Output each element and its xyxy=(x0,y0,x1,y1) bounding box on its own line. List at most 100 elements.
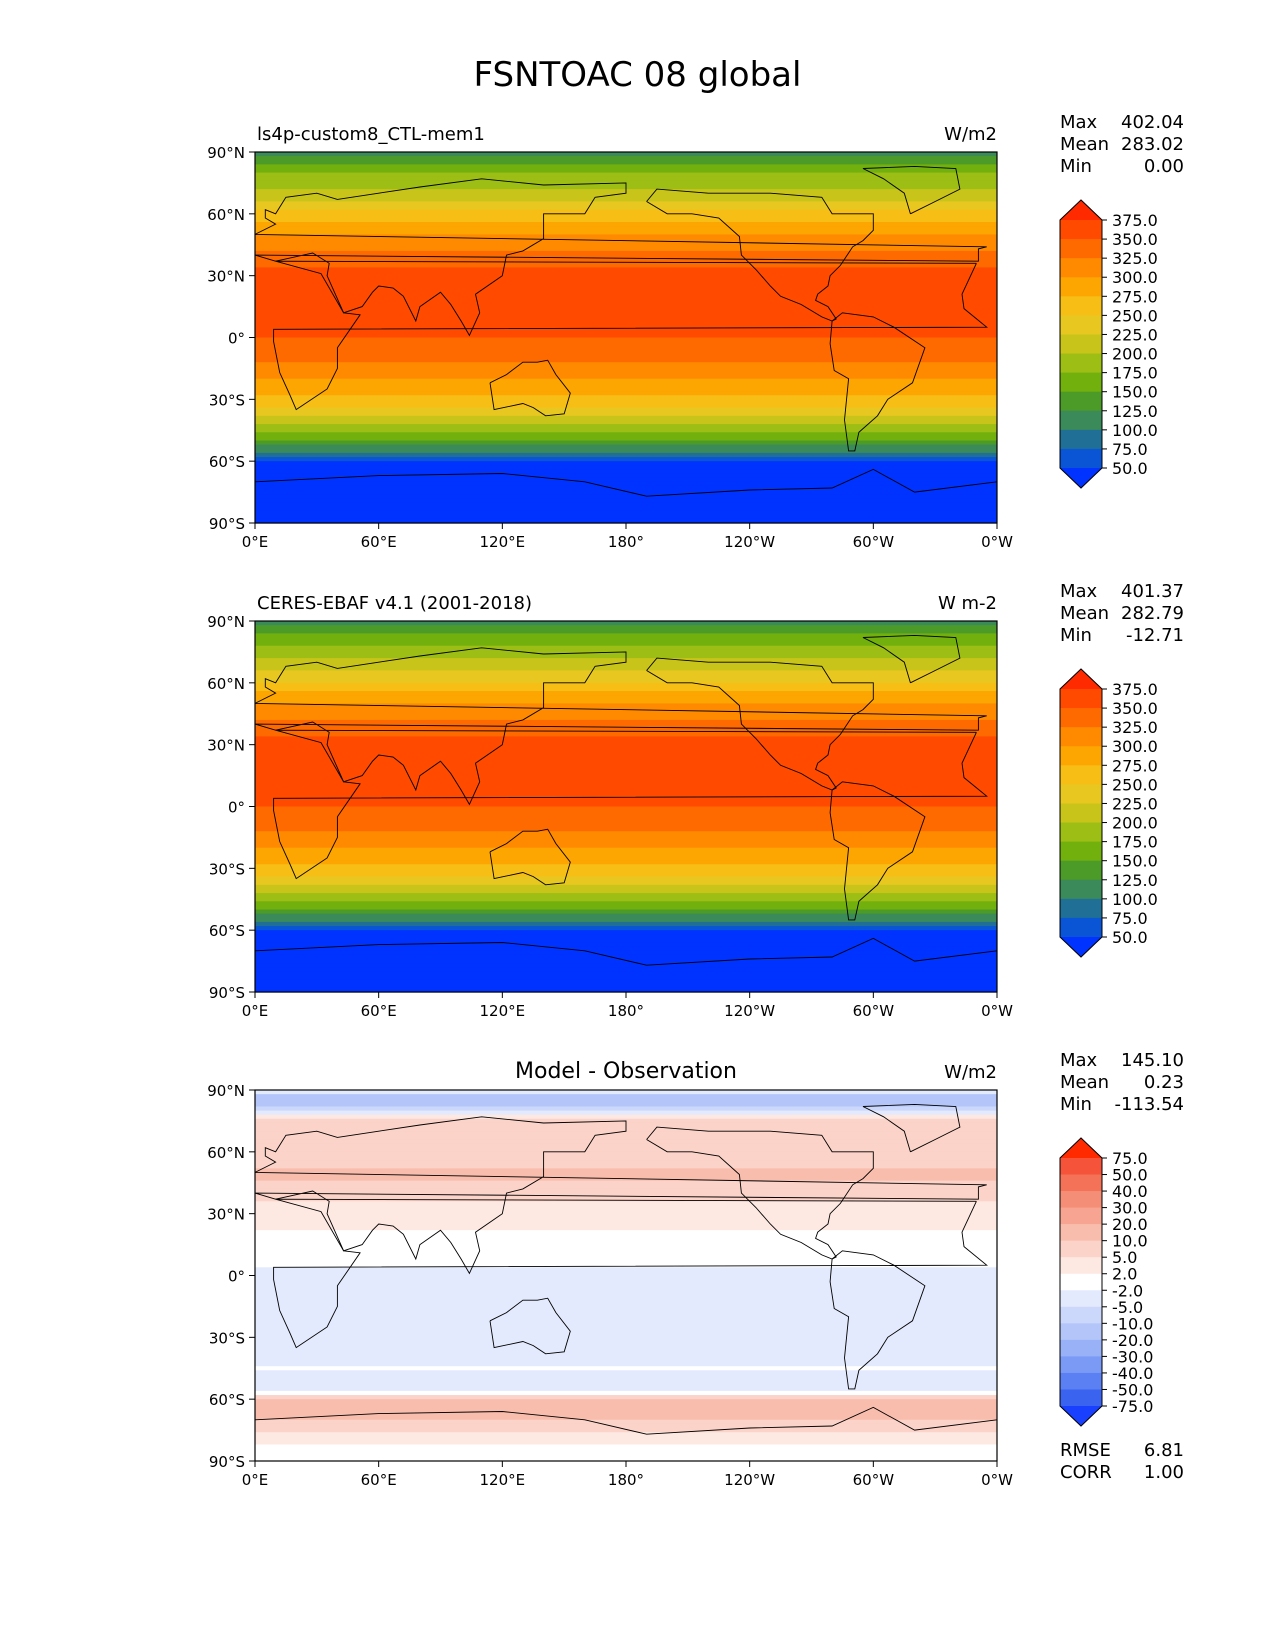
lat-tick-label: 30°S xyxy=(209,860,245,878)
field-band xyxy=(255,752,997,758)
field-band xyxy=(255,259,997,264)
field-band xyxy=(255,345,997,351)
field-band xyxy=(255,987,997,993)
stat-label-rmse: RMSE xyxy=(1060,1440,1111,1461)
colorbar-extend-min xyxy=(1060,937,1102,957)
coastline xyxy=(254,468,998,497)
field-band xyxy=(255,1283,997,1289)
field-band xyxy=(255,279,997,285)
field-band xyxy=(255,678,997,684)
field-band xyxy=(255,304,997,310)
lat-tick-label: 0° xyxy=(228,330,245,348)
field-band xyxy=(255,942,997,948)
colorbar-swatch xyxy=(1060,410,1102,431)
field-band xyxy=(255,1399,997,1404)
field-band xyxy=(255,308,997,314)
field-band xyxy=(255,494,997,499)
field-band xyxy=(255,1436,997,1441)
colorbar-tick-label: 100.0 xyxy=(1112,890,1158,909)
field-band xyxy=(255,695,997,700)
field-band xyxy=(255,1230,997,1235)
colorbar-swatch xyxy=(1060,765,1102,785)
field-band xyxy=(255,518,997,524)
coastline xyxy=(829,312,926,452)
field-band xyxy=(255,1246,997,1252)
field-band xyxy=(255,748,997,754)
field-band xyxy=(255,1444,997,1450)
field-band xyxy=(255,329,997,334)
colorbar-swatch xyxy=(1060,1207,1102,1225)
field-band xyxy=(255,827,997,832)
field-band xyxy=(255,888,997,894)
field-band xyxy=(255,452,997,458)
field-band xyxy=(255,1131,997,1136)
field-band xyxy=(255,1271,997,1277)
field-band xyxy=(255,1147,997,1153)
colorbar-tick-label: 5.0 xyxy=(1112,1248,1137,1267)
field-band xyxy=(255,1304,997,1310)
colorbar-swatch xyxy=(1060,841,1102,862)
stat-value-min: 0.00 xyxy=(1144,156,1184,177)
colorbar-tick-label: 300.0 xyxy=(1112,268,1158,287)
field-band xyxy=(255,814,997,820)
lat-tick-label: 90°S xyxy=(209,984,245,1002)
field-band xyxy=(255,909,997,915)
colorbar-swatch xyxy=(1060,689,1102,709)
colorbar-tick-label: 100.0 xyxy=(1112,421,1158,440)
field-band xyxy=(255,461,997,466)
field-band xyxy=(255,1324,997,1330)
colorbar-tick-label: 350.0 xyxy=(1112,230,1158,249)
field-band xyxy=(255,1180,997,1186)
field-band xyxy=(255,1094,997,1099)
field-band xyxy=(255,662,997,667)
field-band xyxy=(255,407,997,413)
stat-label-max: Max xyxy=(1060,112,1098,133)
field-band xyxy=(255,781,997,787)
colorbar-tick-label: 150.0 xyxy=(1112,852,1158,871)
field-band xyxy=(255,884,997,890)
colorbar-swatch xyxy=(1060,391,1102,412)
field-band xyxy=(255,1193,997,1198)
field-band xyxy=(255,292,997,297)
field-band xyxy=(255,711,997,717)
field-band xyxy=(255,1217,997,1223)
panel-difference: 90°N 60°N 30°N 0° 30°S 60°S 90°S0°E 60°E 120°E 18… xyxy=(207,1050,1184,1489)
panel-units: W m-2 xyxy=(938,593,997,614)
lat-tick-label: 60°N xyxy=(207,1144,245,1162)
field-band xyxy=(255,1151,997,1157)
coastlines-difference xyxy=(254,1103,998,1435)
field-band xyxy=(255,983,997,989)
field-band xyxy=(255,1184,997,1190)
coastline xyxy=(646,657,874,791)
lon-tick-label: 0°E xyxy=(242,1002,269,1020)
field-band xyxy=(255,1234,997,1239)
field-band xyxy=(255,1160,997,1165)
field-band xyxy=(255,1164,997,1169)
field-band xyxy=(255,1403,997,1409)
field-band xyxy=(255,1395,997,1400)
coastline xyxy=(862,165,961,215)
field-band xyxy=(255,428,997,433)
field-band xyxy=(255,1254,997,1260)
field-band xyxy=(255,818,997,824)
field-band xyxy=(255,1197,997,1202)
field-band xyxy=(255,921,997,927)
field-band xyxy=(255,230,997,236)
coastline xyxy=(273,260,988,411)
field-band xyxy=(255,316,997,322)
field-band xyxy=(255,391,997,396)
colorbar-swatch xyxy=(1060,727,1102,747)
colorbar-tick-label: 2.0 xyxy=(1112,1265,1137,1284)
colorbar-swatch xyxy=(1060,1372,1102,1390)
field-band xyxy=(255,831,997,836)
panel-left-title: ls4p-custom8_CTL-mem1 xyxy=(257,124,485,145)
colorbar-swatch xyxy=(1060,220,1102,240)
field-band xyxy=(255,1423,997,1429)
field-band xyxy=(255,222,997,227)
colorbar-swatch xyxy=(1060,1339,1102,1357)
lat-tick-label: 60°S xyxy=(209,1391,245,1409)
field-band xyxy=(255,1428,997,1433)
field-band xyxy=(255,897,997,902)
field-band xyxy=(255,263,997,269)
field-band xyxy=(255,370,997,376)
